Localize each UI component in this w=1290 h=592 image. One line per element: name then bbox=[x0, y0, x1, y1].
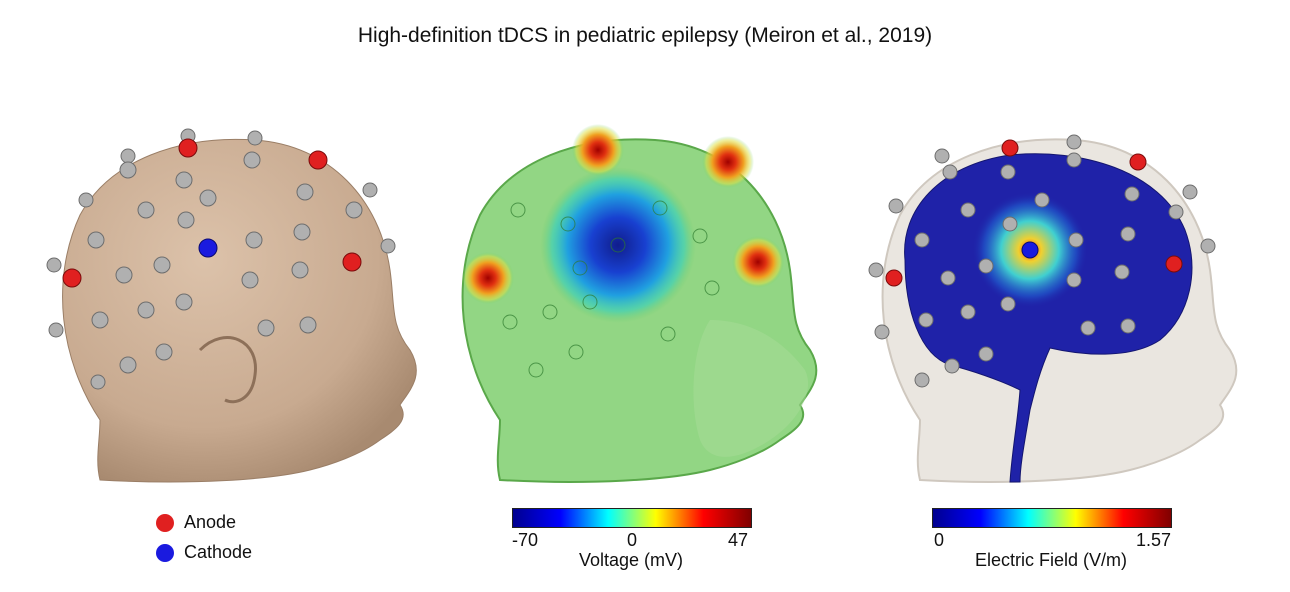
head-montage-panel bbox=[46, 128, 417, 483]
legend-anode: Anode bbox=[156, 512, 236, 533]
legend-cathode-label: Cathode bbox=[184, 542, 253, 562]
cathode-electrode-efield bbox=[1021, 241, 1039, 259]
voltage-min-tick: -70 bbox=[512, 530, 539, 550]
positive-voltage-hotspot-2 bbox=[702, 136, 754, 188]
cathode-electrode bbox=[198, 238, 218, 258]
electrodes-gray-efield bbox=[868, 134, 1216, 388]
voltage-colorbar-label: Voltage (mV) bbox=[578, 550, 684, 570]
legend-cathode: Cathode bbox=[156, 542, 252, 563]
face-ghost bbox=[693, 320, 809, 457]
efield-max-tick: 1.57 bbox=[1136, 530, 1172, 550]
anode-electrodes bbox=[62, 138, 362, 288]
anode-electrodes-efield bbox=[885, 139, 1183, 287]
voltage-mid-tick: 0 bbox=[627, 530, 638, 550]
voltage-map-panel bbox=[461, 124, 818, 483]
head-silhouette bbox=[62, 138, 417, 483]
efield-colorbar-label: Electric Field (V/m) bbox=[974, 550, 1127, 570]
electrodes-gray bbox=[46, 128, 396, 390]
legend-anode-label: Anode bbox=[184, 512, 237, 532]
positive-voltage-hotspot-1 bbox=[572, 124, 624, 176]
positive-voltage-hotspot-4 bbox=[732, 236, 784, 288]
efield-map-panel bbox=[868, 134, 1238, 483]
voltage-max-tick: 47 bbox=[728, 530, 749, 550]
ear-icon bbox=[198, 336, 257, 404]
cathode-dot-icon bbox=[156, 543, 174, 562]
efield-colorbar bbox=[932, 508, 1172, 528]
positive-voltage-hotspot-3 bbox=[462, 252, 514, 304]
negative-voltage-hotspot bbox=[540, 167, 696, 323]
anode-dot-icon bbox=[156, 513, 174, 532]
electrode-rings bbox=[502, 200, 720, 378]
voltage-colorbar bbox=[512, 508, 752, 528]
efield-min-tick: 0 bbox=[934, 530, 945, 550]
figure-title: High-definition tDCS in pediatric epilep… bbox=[357, 24, 933, 47]
